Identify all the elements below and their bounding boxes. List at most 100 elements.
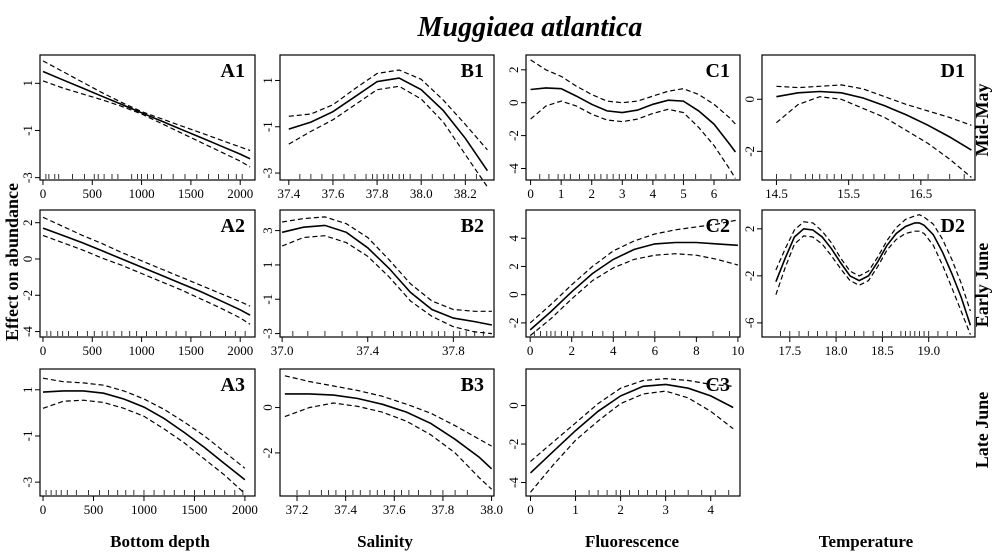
upper-confidence-line bbox=[775, 214, 971, 312]
lower-confidence-line bbox=[281, 235, 492, 335]
x-tick-label: 38.2 bbox=[454, 186, 477, 201]
panel-c3: 0 1 2 3 4 0 -2 -4 C3 bbox=[506, 368, 741, 517]
panel-frame bbox=[279, 54, 495, 181]
panel-label: A3 bbox=[221, 374, 245, 396]
y-tick-label: -4 bbox=[506, 477, 521, 488]
x-tick-label: 2 bbox=[617, 502, 624, 517]
panel-label: B1 bbox=[461, 60, 484, 82]
x-tick-label: 2 bbox=[588, 186, 595, 201]
x-tick-label: 4 bbox=[707, 502, 714, 517]
panel-frame bbox=[39, 54, 256, 181]
lower-confidence-line bbox=[530, 390, 734, 493]
fitted-line bbox=[529, 383, 734, 474]
x-tick-label: 0 bbox=[40, 502, 47, 517]
x-tick-label: 38.0 bbox=[480, 502, 503, 517]
lower-confidence-line bbox=[42, 234, 251, 325]
panel-label: C2 bbox=[706, 215, 730, 237]
x-tick-label: 1500 bbox=[181, 502, 207, 517]
y-tick-label: -3 bbox=[20, 477, 35, 488]
x-tick-label: 14.5 bbox=[765, 186, 788, 201]
x-label-salinity: Salinity bbox=[357, 532, 413, 551]
upper-confidence-line bbox=[284, 375, 492, 447]
panel-label: D1 bbox=[941, 60, 965, 82]
x-tick-label: 37.2 bbox=[286, 502, 309, 517]
panel-label: C1 bbox=[706, 60, 730, 82]
y-tick-label: -3 bbox=[20, 172, 35, 183]
y-tick-label: 4 bbox=[506, 234, 521, 241]
x-tick-label: 37.4 bbox=[277, 186, 300, 201]
panel-a1: 0 500 1000 1500 2000 1 -1 -3 A1 bbox=[20, 54, 256, 201]
x-tick-label: 1000 bbox=[129, 343, 155, 358]
y-tick-label: 1 bbox=[20, 80, 35, 87]
x-tick-label: 5 bbox=[680, 186, 687, 201]
x-tick-label: 37.8 bbox=[366, 186, 389, 201]
y-tick-label: -1 bbox=[260, 294, 275, 305]
lower-confidence-line bbox=[42, 399, 246, 495]
panel-label: B2 bbox=[461, 215, 484, 237]
panel-frame bbox=[279, 368, 495, 497]
panel-b2: 37.0 37.4 37.8 3 1 -1 -3 B2 bbox=[260, 209, 495, 358]
x-tick-label: 2000 bbox=[232, 502, 258, 517]
fitted-line bbox=[775, 222, 972, 326]
panel-d2: 17.5 18.0 18.5 19.0 2 -2 -6 D2 bbox=[742, 209, 976, 358]
x-tick-label: 1500 bbox=[178, 343, 204, 358]
y-tick-label: -2 bbox=[506, 130, 521, 141]
fitted-line bbox=[530, 87, 737, 153]
panel-c2: 0 2 4 6 8 10 4 2 0 -2 C2 bbox=[506, 209, 744, 358]
panel-c1: 0 1 2 3 4 5 6 2 0 -2 -4 C1 bbox=[506, 54, 741, 201]
x-tick-label: 0 bbox=[527, 502, 534, 517]
upper-confidence-line bbox=[529, 219, 739, 324]
x-tick-label: 1000 bbox=[131, 502, 157, 517]
x-tick-label: 19.0 bbox=[917, 343, 940, 358]
panel-frame bbox=[761, 209, 976, 338]
x-tick-label: 1500 bbox=[178, 186, 204, 201]
y-tick-label: 3 bbox=[260, 227, 275, 234]
y-tick-label: -4 bbox=[506, 163, 521, 174]
y-tick-label: -1 bbox=[20, 125, 35, 136]
x-tick-label: 8 bbox=[693, 343, 700, 358]
x-tick-label: 2000 bbox=[227, 343, 253, 358]
x-tick-label: 37.4 bbox=[334, 502, 357, 517]
x-tick-label: 6 bbox=[711, 186, 718, 201]
upper-confidence-line bbox=[42, 60, 251, 152]
y-tick-label: -1 bbox=[260, 121, 275, 132]
row-label-early-june: Early June bbox=[972, 243, 992, 328]
y-tick-label: 0 bbox=[506, 99, 521, 106]
y-tick-label: 2 bbox=[742, 226, 757, 233]
panel-label: B3 bbox=[461, 374, 484, 396]
x-tick-label: 37.8 bbox=[432, 502, 455, 517]
x-tick-label: 2 bbox=[568, 343, 575, 358]
x-tick-label: 0 bbox=[527, 186, 534, 201]
y-tick-label: -2 bbox=[20, 290, 35, 301]
x-tick-label: 500 bbox=[84, 502, 104, 517]
x-tick-label: 0 bbox=[40, 186, 47, 201]
lower-confidence-line bbox=[530, 100, 736, 179]
x-tick-label: 18.5 bbox=[871, 343, 894, 358]
panel-a2: 0 500 1000 1500 2000 2 0 -2 -4 A2 bbox=[20, 209, 256, 358]
upper-confidence-line bbox=[42, 377, 246, 469]
x-label-temperature: Temperature bbox=[819, 532, 914, 551]
y-tick-label: 0 bbox=[506, 291, 521, 298]
x-tick-label: 37.8 bbox=[442, 343, 465, 358]
panel-label: D2 bbox=[941, 215, 965, 237]
x-tick-label: 6 bbox=[652, 343, 659, 358]
figure-title: Muggiaea atlantica bbox=[417, 12, 643, 43]
y-tick-label: 0 bbox=[506, 402, 521, 409]
fitted-line bbox=[42, 70, 251, 160]
y-tick-label: 0 bbox=[20, 256, 35, 263]
upper-confidence-line bbox=[42, 216, 251, 307]
x-tick-label: 38.0 bbox=[410, 186, 433, 201]
x-label-fluorescence: Fluorescence bbox=[585, 532, 680, 551]
y-tick-label: 2 bbox=[20, 219, 35, 226]
fitted-line bbox=[42, 227, 251, 316]
y-tick-label: -2 bbox=[506, 317, 521, 328]
panel-frame bbox=[525, 209, 741, 338]
panel-frame bbox=[279, 209, 495, 338]
fitted-line bbox=[776, 90, 972, 151]
upper-confidence-line bbox=[530, 59, 736, 125]
fitted-line bbox=[42, 390, 246, 481]
x-tick-label: 17.5 bbox=[778, 343, 801, 358]
y-tick-label: 2 bbox=[506, 263, 521, 270]
x-tick-label: 0 bbox=[527, 343, 534, 358]
y-tick-label: 0 bbox=[742, 96, 757, 103]
